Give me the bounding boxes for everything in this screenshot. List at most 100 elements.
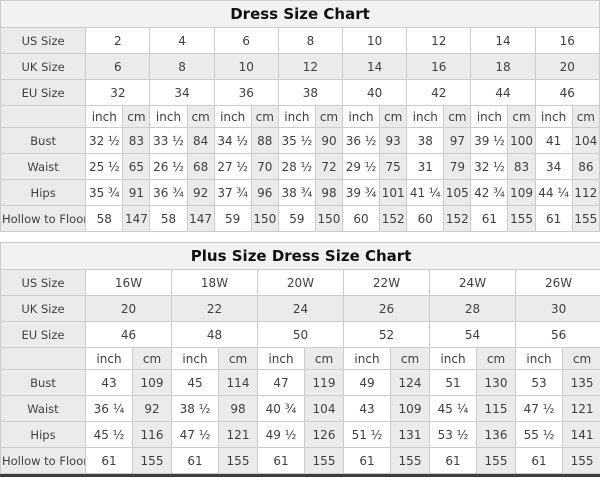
measurement-inch-cell: 28 ½ [277, 153, 316, 180]
size-value-cell: 44 [470, 79, 536, 106]
measurement-cm-cell: 147 [186, 205, 215, 232]
size-row: EU Size 46 48 50 52 54 56 [0, 321, 600, 348]
measurement-inch-cell: 60 [406, 205, 445, 232]
size-value-cell: 12 [406, 27, 472, 54]
measurement-row: Bust 32 ½ 83 33 ½ 84 34 ½ 88 35 ½ 90 36 ½ 93 38 97 39… [0, 127, 600, 154]
table-gap [0, 232, 600, 242]
row-label: Hips [0, 179, 87, 206]
measurement-inch-cell: 31 [406, 153, 445, 180]
size-row: US Size 16W 18W 20W 22W 24W 26W [0, 269, 600, 296]
measurement-cm-cell: 75 [379, 153, 408, 180]
chart-title: Plus Size Dress Size Chart [0, 242, 600, 270]
inch-unit-cell: inch [406, 105, 445, 128]
size-value-cell: 10 [213, 53, 279, 80]
size-value-cell: 10 [341, 27, 408, 54]
measurement-cm-cell: 101 [379, 179, 408, 206]
plus-size-dress-size-chart-table: Plus Size Dress Size Chart US Size 16W 18W 2… [0, 242, 600, 474]
measurement-inch-cell: 33 ½ [149, 127, 188, 154]
measurement-cm-cell: 155 [218, 447, 258, 474]
row-label: EU Size [0, 321, 86, 348]
cm-unit-cell: cm [314, 105, 344, 128]
measurement-cm-cell: 155 [132, 447, 172, 474]
measurement-inch-cell: 61 [85, 447, 133, 474]
measurement-inch-cell: 61 [515, 447, 563, 474]
measurement-cm-cell: 91 [122, 179, 151, 206]
measurement-cm-cell: 72 [314, 153, 344, 180]
measurement-inch-cell: 25 ½ [85, 153, 124, 180]
size-value-cell: 8 [277, 27, 344, 54]
size-value-cell: 24 [257, 295, 344, 322]
cm-unit-cell: cm [443, 105, 472, 128]
size-value-cell: 28 [429, 295, 516, 322]
measurement-cm-cell: 114 [218, 369, 258, 396]
size-value-cell: 48 [171, 321, 258, 348]
title-row: Plus Size Dress Size Chart [0, 242, 600, 270]
size-value-cell: 36 [213, 79, 279, 106]
unit-row-label-empty [0, 105, 87, 128]
measurement-cm-cell: 115 [476, 395, 516, 422]
measurement-inch-cell: 45 ¼ [429, 395, 477, 422]
measurement-inch-cell: 53 [515, 369, 563, 396]
measurement-inch-cell: 51 [429, 369, 477, 396]
cm-unit-cell: cm [390, 347, 430, 370]
measurement-inch-cell: 44 ¼ [534, 179, 573, 206]
measurement-inch-cell: 61 [257, 447, 305, 474]
measurement-inch-cell: 34 ½ [213, 127, 252, 154]
measurement-inch-cell: 42 ¾ [470, 179, 509, 206]
row-label: UK Size [0, 53, 87, 80]
size-row: EU Size 32 34 36 38 40 42 44 46 [0, 79, 600, 106]
measurement-inch-cell: 61 [534, 205, 573, 232]
measurement-row: Bust 43 109 45 114 47 119 49 124 51 130 53 135 [0, 369, 600, 396]
measurement-inch-cell: 38 ½ [171, 395, 219, 422]
measurement-inch-cell: 36 ¼ [85, 395, 133, 422]
size-value-cell: 4 [149, 27, 215, 54]
cm-unit-cell: cm [507, 105, 536, 128]
measurement-cm-cell: 155 [476, 447, 516, 474]
measurement-cm-cell: 90 [314, 127, 344, 154]
row-label: Waist [0, 395, 86, 422]
measurement-cm-cell: 147 [122, 205, 151, 232]
measurement-inch-cell: 55 ½ [515, 421, 563, 448]
measurement-cm-cell: 155 [507, 205, 536, 232]
size-value-cell: 30 [514, 295, 600, 322]
measurement-row: Waist 25 ½ 65 26 ½ 68 27 ½ 70 28 ½ 72 29 ½ 75 31 79 3… [0, 153, 600, 180]
measurement-cm-cell: 152 [443, 205, 472, 232]
measurement-inch-cell: 61 [429, 447, 477, 474]
cm-unit-cell: cm [250, 105, 279, 128]
size-value-cell: 26W [514, 269, 600, 296]
measurement-inch-cell: 39 ½ [470, 127, 509, 154]
measurement-inch-cell: 59 [213, 205, 252, 232]
size-value-cell: 6 [213, 27, 279, 54]
size-value-cell: 14 [470, 27, 536, 54]
measurement-cm-cell: 84 [186, 127, 215, 154]
row-label: EU Size [0, 79, 87, 106]
measurement-row: Waist 36 ¼ 92 38 ½ 98 40 ¾ 104 43 109 45 ¼ 115 47 ½… [0, 395, 600, 422]
row-label: Hips [0, 421, 86, 448]
cm-unit-cell: cm [304, 347, 344, 370]
measurement-cm-cell: 150 [250, 205, 279, 232]
measurement-cm-cell: 98 [314, 179, 344, 206]
measurement-cm-cell: 136 [476, 421, 516, 448]
measurement-cm-cell: 126 [304, 421, 344, 448]
size-value-cell: 16W [85, 269, 172, 296]
measurement-cm-cell: 92 [132, 395, 172, 422]
measurement-inch-cell: 40 ¾ [257, 395, 305, 422]
unit-row: inch cm inch cm inch cm inch cm inch cm inch cm inch… [0, 105, 600, 128]
measurement-inch-cell: 45 ½ [85, 421, 133, 448]
size-value-cell: 34 [149, 79, 215, 106]
measurement-inch-cell: 47 [257, 369, 305, 396]
cm-unit-cell: cm [561, 347, 600, 370]
inch-unit-cell: inch [277, 105, 316, 128]
size-value-cell: 26 [343, 295, 430, 322]
measurement-cm-cell: 79 [443, 153, 472, 180]
size-value-cell: 54 [429, 321, 516, 348]
measurement-inch-cell: 47 ½ [515, 395, 563, 422]
measurement-cm-cell: 130 [476, 369, 516, 396]
size-value-cell: 46 [534, 79, 600, 106]
dress-size-chart-table: Dress Size Chart US Size 2 4 6 8 10 12 14 16 UK Si… [0, 0, 600, 232]
measurement-inch-cell: 29 ½ [341, 153, 381, 180]
measurement-inch-cell: 35 ½ [277, 127, 316, 154]
measurement-inch-cell: 49 [343, 369, 391, 396]
row-label: US Size [0, 27, 87, 54]
